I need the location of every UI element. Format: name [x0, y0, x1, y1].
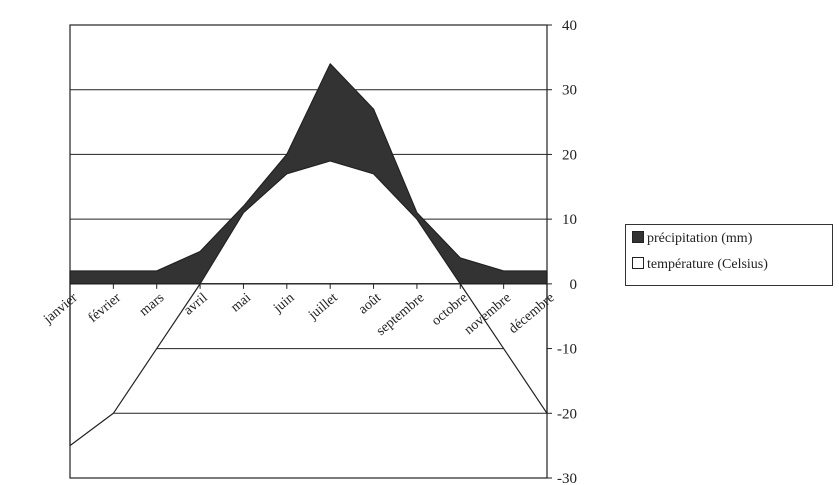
- x-tick-label: juin: [270, 290, 297, 316]
- legend: précipitation (mm) température (Celsius): [625, 224, 833, 286]
- area-series-temperature: [69, 160, 548, 447]
- y-tick-label: 40: [562, 18, 577, 34]
- plot-area-frame: [69, 24, 548, 479]
- legend-swatch-precipitation: [632, 231, 644, 243]
- legend-label-temperature: température (Celsius): [647, 257, 768, 272]
- legend-item-temperature: température (Celsius): [632, 257, 768, 273]
- y-axis-ticks: 40 30 20 10 0 -10 -20 -30: [547, 18, 577, 485]
- legend-item-precipitation: précipitation (mm): [632, 231, 752, 247]
- y-tick-label: -30: [557, 471, 577, 485]
- series-areas: [69, 63, 548, 447]
- y-tick-label: 20: [562, 147, 577, 163]
- y-tick-label: 10: [562, 212, 577, 228]
- y-tick-label: -20: [557, 406, 577, 422]
- y-tick-label: 30: [562, 83, 577, 99]
- legend-label-precipitation: précipitation (mm): [647, 231, 753, 246]
- y-tick-label: 0: [570, 277, 578, 293]
- x-tick-label: août: [356, 290, 384, 317]
- legend-swatch-temperature: [632, 257, 644, 269]
- x-tick-label: juillet: [305, 290, 341, 323]
- y-tick-label: -10: [557, 342, 577, 358]
- x-tick-label: mai: [228, 290, 254, 315]
- x-tick-label: septembre: [374, 290, 428, 338]
